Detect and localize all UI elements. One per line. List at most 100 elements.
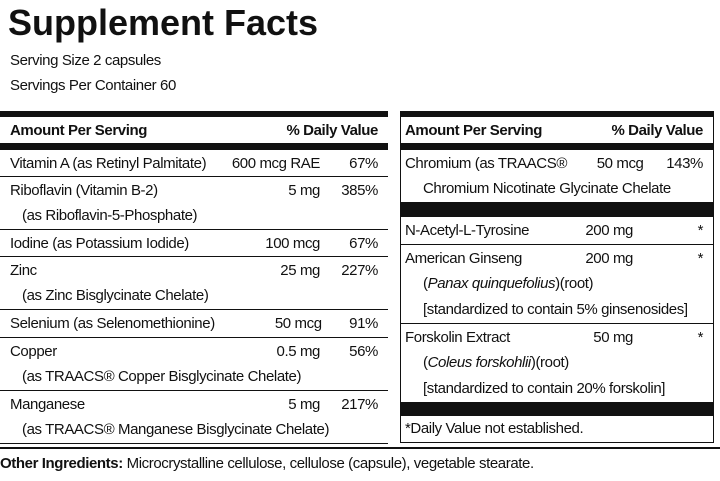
rule bbox=[0, 447, 720, 449]
row-content: Manganese 5 mg 217% (as TRAACS® Manganese B… bbox=[10, 391, 378, 443]
detail-line: [standardized to contain 5% ginsenosides… bbox=[423, 301, 688, 318]
row-content: Chromium (as TRAACS® 50 mcg 143% Chromium N… bbox=[405, 150, 703, 202]
daily-value: * bbox=[697, 328, 704, 346]
footnote: *Daily Value not established. bbox=[405, 420, 584, 437]
nutrient-name: Forskolin Extract bbox=[405, 328, 510, 346]
amount: 50 mcg bbox=[596, 154, 644, 172]
daily-value: 91% bbox=[349, 314, 378, 332]
other-ingredients-text: Microcrystalline cellulose, cellulose (c… bbox=[126, 455, 535, 472]
row-main: Riboflavin (Vitamin B-2) 5 mg 385% bbox=[10, 177, 378, 203]
rule bbox=[401, 402, 713, 416]
row-content: Selenium (as Selenomethionine) 50 mcg 91% bbox=[10, 310, 378, 337]
amount: 200 mg bbox=[585, 221, 633, 239]
nutrient-name: American Ginseng bbox=[405, 249, 522, 267]
row-main: Forskolin Extract 50 mg * bbox=[405, 324, 703, 350]
amount: 50 mg bbox=[593, 328, 633, 346]
row-main: Zinc 25 mg 227% bbox=[10, 257, 378, 283]
nutrient-name: Chromium (as TRAACS® bbox=[405, 154, 567, 172]
rule bbox=[0, 111, 388, 117]
daily-value: 67% bbox=[349, 234, 378, 252]
title: Supplement Facts bbox=[8, 2, 319, 43]
daily-value: 385% bbox=[341, 181, 378, 199]
daily-value: * bbox=[697, 249, 704, 267]
amount: 50 mcg bbox=[274, 314, 322, 332]
nutrient-name: Riboflavin (Vitamin B-2) bbox=[10, 181, 158, 199]
daily-value: 227% bbox=[341, 261, 378, 279]
nutrient-name: Selenium (as Selenomethionine) bbox=[10, 314, 215, 332]
detail-line: Chromium Nicotinate Glycinate Chelate bbox=[423, 180, 671, 197]
amount: 25 mg bbox=[280, 261, 320, 279]
botanical-part: Coleus forskohlii bbox=[427, 354, 532, 371]
header-amount: Amount Per Serving bbox=[10, 121, 147, 139]
rule bbox=[401, 143, 713, 150]
amount: 200 mg bbox=[585, 249, 633, 267]
botanical-line: (Coleus forskohlii)(root) bbox=[405, 350, 703, 376]
row-main: Manganese 5 mg 217% bbox=[10, 391, 378, 417]
row-content: Vitamin A (as Retinyl Palmitate) 600 mcg … bbox=[10, 150, 378, 176]
other-ingredients: Other Ingredients: Microcrystalline cell… bbox=[0, 455, 534, 472]
row-content: Zinc 25 mg 227% (as Zinc Bisglycinate Chela… bbox=[10, 257, 378, 309]
daily-value: * bbox=[697, 221, 704, 239]
row-main: American Ginseng 200 mg * bbox=[405, 245, 703, 271]
detail-line: [standardized to contain 20% forskolin] bbox=[423, 380, 666, 397]
detail-line: (as TRAACS® Copper Bisglycinate Chelate) bbox=[22, 368, 302, 385]
right-table: Amount Per Serving % Daily Value Chromiu… bbox=[400, 111, 714, 443]
row-content: Iodine (as Potassium Iodide) 100 mcg 67% bbox=[10, 230, 378, 256]
botanical-part: Panax quinquefolius bbox=[427, 275, 556, 292]
nutrient-row: Riboflavin (Vitamin B-2) 5 mg 385% (as Ribo… bbox=[0, 177, 388, 230]
amount: 5 mg bbox=[288, 395, 320, 413]
nutrient-name: Copper bbox=[10, 342, 57, 360]
servings-per-container: Servings Per Container 60 bbox=[10, 77, 176, 94]
row-content: Riboflavin (Vitamin B-2) 5 mg 385% (as Ribo… bbox=[10, 177, 378, 229]
row-content: American Ginseng 200 mg * (Panax quinquefol… bbox=[405, 245, 703, 323]
header-row: Amount Per Serving % Daily Value bbox=[401, 117, 713, 143]
other-ingredients-label: Other Ingredients: bbox=[0, 455, 123, 472]
row-content: Forskolin Extract 50 mg * (Coleus forskohli… bbox=[405, 324, 703, 402]
nutrient-row: Selenium (as Selenomethionine) 50 mcg 91% bbox=[0, 310, 388, 338]
row-main: N-Acetyl-L-Tyrosine 200 mg * bbox=[405, 217, 703, 243]
botanical-part: ( bbox=[423, 275, 428, 292]
row-main: Vitamin A (as Retinyl Palmitate) 600 mcg … bbox=[10, 150, 378, 176]
rule bbox=[0, 143, 388, 150]
header-dv: % Daily Value bbox=[611, 121, 703, 139]
amount: 5 mg bbox=[288, 181, 320, 199]
nutrient-row: Forskolin Extract 50 mg * (Coleus forskohli… bbox=[401, 324, 713, 402]
detail-line: (as Riboflavin-5-Phosphate) bbox=[22, 207, 198, 224]
nutrient-row: N-Acetyl-L-Tyrosine 200 mg * bbox=[401, 217, 713, 245]
nutrient-name: Vitamin A (as Retinyl Palmitate) bbox=[10, 154, 207, 172]
botanical-line: (Panax quinquefolius)(root) bbox=[405, 271, 703, 297]
nutrient-row: Zinc 25 mg 227% (as Zinc Bisglycinate Chela… bbox=[0, 257, 388, 310]
detail-line: (as TRAACS® Manganese Bisglycinate Chela… bbox=[22, 421, 330, 438]
amount: 600 mcg RAE bbox=[231, 154, 321, 172]
nutrient-row: American Ginseng 200 mg * (Panax quinquefol… bbox=[401, 245, 713, 324]
daily-value: 143% bbox=[666, 154, 703, 172]
botanical-part: )(root) bbox=[555, 275, 594, 292]
nutrient-name: N-Acetyl-L-Tyrosine bbox=[405, 221, 530, 239]
row-main: Iodine (as Potassium Iodide) 100 mcg 67% bbox=[10, 230, 378, 256]
header-row: Amount Per Serving % Daily Value bbox=[0, 117, 388, 143]
nutrient-row: Vitamin A (as Retinyl Palmitate) 600 mcg … bbox=[0, 150, 388, 177]
daily-value: 67% bbox=[349, 154, 378, 172]
row-main: Copper 0.5 mg 56% bbox=[10, 338, 378, 364]
row-content: N-Acetyl-L-Tyrosine 200 mg * bbox=[405, 217, 703, 244]
rule bbox=[401, 111, 713, 117]
daily-value: 217% bbox=[341, 395, 378, 413]
nutrient-name: Zinc bbox=[10, 261, 37, 279]
row-main: Chromium (as TRAACS® 50 mcg 143% bbox=[405, 150, 703, 176]
botanical-part: )(root) bbox=[530, 354, 569, 371]
header-dv: % Daily Value bbox=[286, 121, 378, 139]
nutrient-row: Manganese 5 mg 217% (as TRAACS® Manganese B… bbox=[0, 391, 388, 444]
nutrient-row: Copper 0.5 mg 56% (as TRAACS® Copper Bisgly… bbox=[0, 338, 388, 391]
daily-value: 56% bbox=[349, 342, 378, 360]
amount: 100 mcg bbox=[265, 234, 320, 252]
row-content: Copper 0.5 mg 56% (as TRAACS® Copper Bisgly… bbox=[10, 338, 378, 390]
amount: 0.5 mg bbox=[276, 342, 321, 360]
nutrient-name: Iodine (as Potassium Iodide) bbox=[10, 234, 189, 252]
rule bbox=[401, 203, 713, 217]
header-amount: Amount Per Serving bbox=[405, 121, 542, 139]
left-table: Amount Per Serving % Daily Value Vitamin… bbox=[0, 111, 388, 444]
nutrient-name: Manganese bbox=[10, 395, 85, 413]
serving-size: Serving Size 2 capsules bbox=[10, 52, 161, 69]
detail-line: (as Zinc Bisglycinate Chelate) bbox=[22, 287, 209, 304]
